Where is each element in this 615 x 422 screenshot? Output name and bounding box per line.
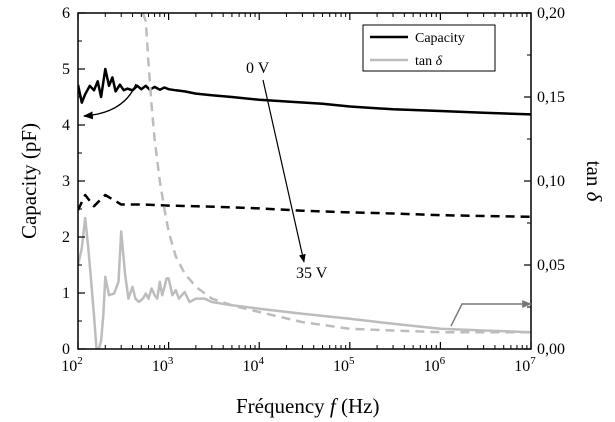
x-tick-label: 103 [152, 355, 174, 375]
annotation-35v: 35 V [296, 265, 328, 282]
annotation-0v: 0 V [246, 60, 270, 77]
legend-box [362, 24, 496, 72]
y-tick-label: 5 [62, 61, 70, 78]
tan-delta-axis-arrow [450, 300, 532, 327]
y2-tick-label: 0,10 [537, 173, 565, 190]
series-line-3 [141, 13, 531, 334]
y2-axis-title: tan δ [582, 161, 606, 203]
y-tick-label: 0 [62, 341, 70, 358]
y2-tick-label: 0,15 [537, 89, 565, 106]
y2-tick-label: 0,05 [537, 257, 565, 274]
y-tick-label: 2 [62, 229, 70, 246]
series-line-0 [78, 67, 531, 116]
x-tick-label: 107 [514, 355, 536, 375]
y2-tick-label: 0,20 [537, 5, 565, 22]
series-line-1 [78, 193, 531, 219]
legend-label-capacity: Capacity [415, 31, 465, 46]
voltage-arrow [262, 79, 306, 263]
y-axis-title: Capacity (pF) [17, 123, 41, 239]
x-tick-label: 104 [242, 355, 264, 375]
x-tick-label: 102 [61, 355, 83, 375]
legend-label-tan-delta: tan δ [415, 54, 443, 69]
y-tick-label: 1 [62, 285, 70, 302]
y-tick-label: 6 [62, 5, 70, 22]
legend: Capacity tan δ [362, 24, 496, 72]
series-layer [78, 13, 531, 349]
y-tick-label: 3 [62, 173, 70, 190]
capacity-axis-arrow [83, 83, 137, 120]
x-tick-label: 106 [424, 355, 446, 375]
series-line-2 [78, 216, 531, 349]
y-tick-label: 4 [62, 117, 70, 134]
x-tick-label: 105 [333, 355, 355, 375]
ticks-layer: 102 103 104 105 106 107 0 1 2 3 4 5 6 0,00 0,05 0,10 0,1… [61, 5, 565, 375]
x-axis-title: Fréquency f (Hz) [236, 394, 379, 418]
y2-tick-label: 0,00 [537, 341, 565, 358]
